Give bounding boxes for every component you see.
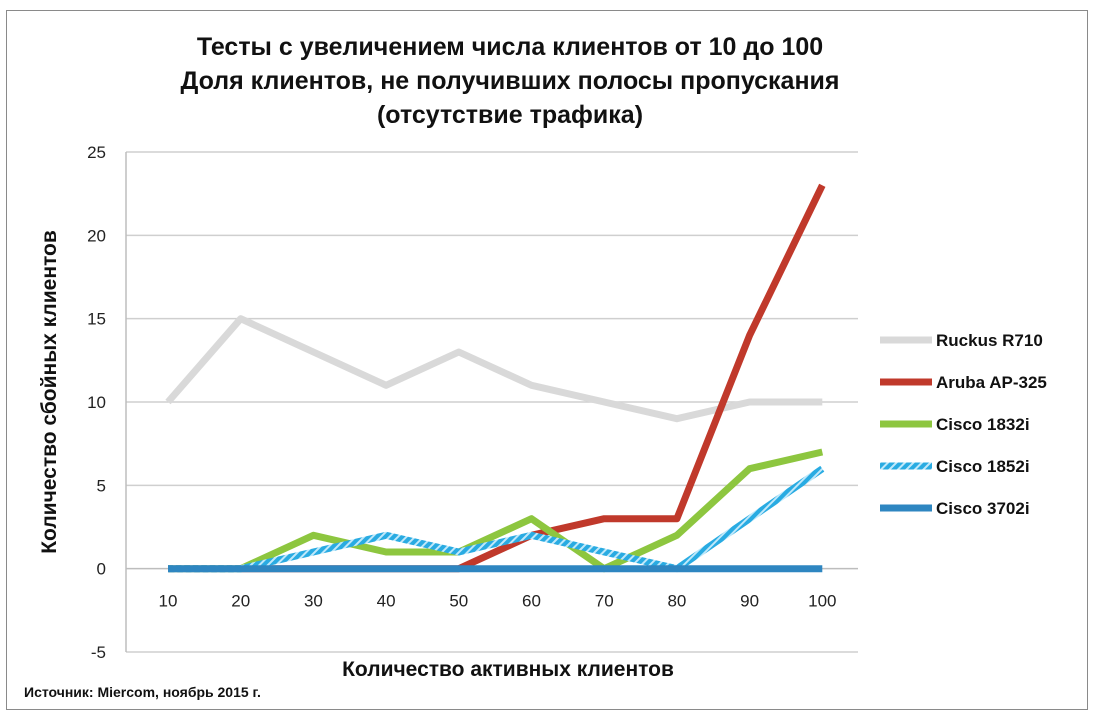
x-tick-label: 80	[667, 592, 686, 611]
chart-title-line-1: Тесты с увеличением числа клиентов от 10…	[196, 33, 824, 61]
y-tick-label: 5	[97, 476, 106, 495]
y-tick-label: -5	[91, 643, 106, 662]
y-axis-title: Количество сбойных клиентов	[38, 230, 61, 554]
x-tick-label: 10	[159, 592, 178, 611]
x-tick-label: 20	[231, 592, 250, 611]
chart-title-line-3: (отсутствие трафика)	[376, 101, 644, 129]
x-tick-label: 60	[522, 592, 541, 611]
series-line-aruba-ap-325	[168, 183, 826, 573]
y-tick-label: 25	[87, 143, 106, 162]
y-tick-label: 20	[87, 226, 106, 245]
chart-title: Тесты с увеличением числа клиентов от 10…	[0, 30, 1020, 132]
y-tick-label: 10	[87, 393, 106, 412]
series-line-cisco-1832i	[168, 448, 824, 573]
x-tick-label: 40	[377, 592, 396, 611]
x-tick-label: 70	[595, 592, 614, 611]
legend: Ruckus R710 Aruba AP-325 Cisco 1832i Cisco …	[880, 331, 1047, 518]
chart-title-line-2: Доля клиентов, не получивших полосы проп…	[180, 67, 840, 95]
legend-label: Cisco 1852i	[936, 457, 1030, 476]
x-tick-label: 100	[808, 592, 836, 611]
series-line-cisco-1852i	[168, 465, 825, 573]
x-tick-label: 90	[740, 592, 759, 611]
source-note: Источник: Miercom, ноябрь 2015 г.	[24, 684, 261, 700]
chart-frame	[6, 10, 1088, 710]
legend-label: Cisco 3702i	[936, 499, 1030, 518]
x-axis-title: Количество активных клиентов	[342, 658, 674, 681]
x-tick-label: 50	[449, 592, 468, 611]
y-tick-label: 0	[97, 560, 106, 579]
y-tick-label: 15	[87, 310, 106, 329]
series-line-ruckus-r710	[165, 315, 823, 423]
legend-label: Cisco 1832i	[936, 415, 1030, 434]
legend-label: Ruckus R710	[936, 331, 1043, 350]
legend-label: Aruba AP-325	[936, 373, 1047, 392]
x-tick-label: 30	[304, 592, 323, 611]
series-lines	[165, 183, 826, 573]
